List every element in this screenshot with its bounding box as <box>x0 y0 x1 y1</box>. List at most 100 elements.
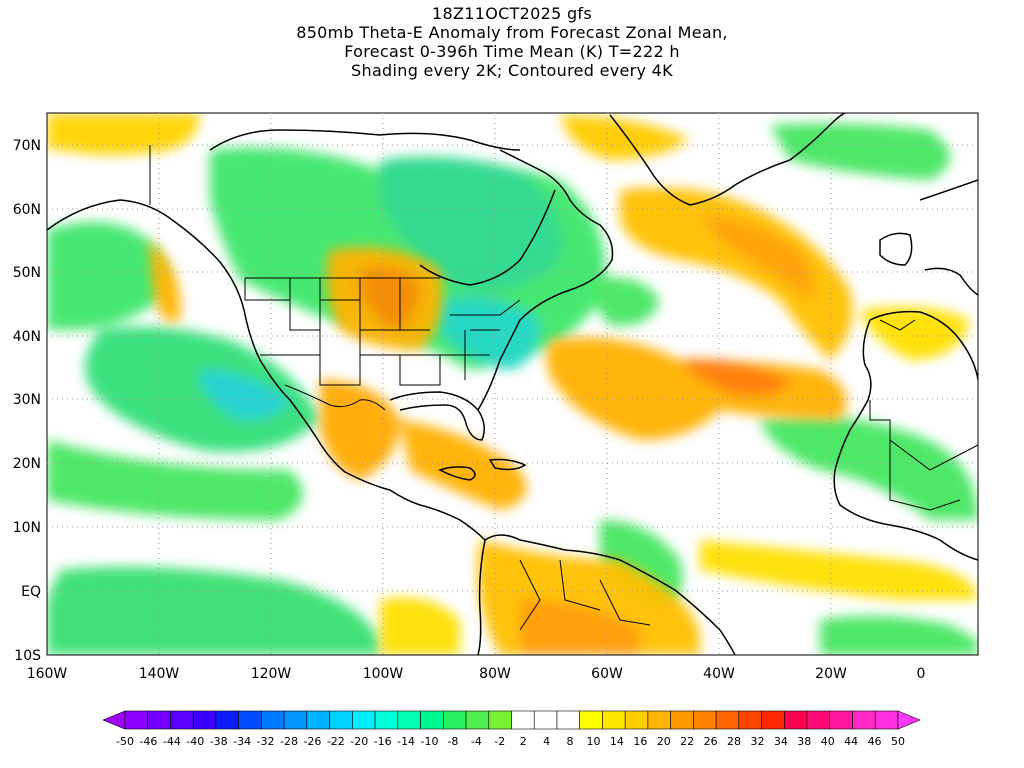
colorbar-swatch <box>329 710 353 730</box>
colorbar-swatch <box>556 710 581 730</box>
colorbar-label: 4 <box>543 735 550 748</box>
colorbar-swatch <box>306 710 330 730</box>
colorbar-label: 8 <box>567 735 574 748</box>
colorbar-swatch <box>602 710 626 730</box>
lon-label: 120W <box>251 666 292 682</box>
colorbar-label: 46 <box>868 735 882 748</box>
colorbar-label: -28 <box>280 735 298 748</box>
colorbar-label: 22 <box>680 735 694 748</box>
colorbar-swatch <box>442 710 467 730</box>
lon-label: 20W <box>815 666 847 682</box>
borders <box>149 145 978 631</box>
colorbar-swatch <box>670 710 694 730</box>
lat-label: 20N <box>13 456 41 472</box>
colorbar-label: 44 <box>844 735 858 748</box>
lon-label: 60W <box>591 666 623 682</box>
colorbar-swatch <box>488 710 512 730</box>
colorbar-label: -22 <box>327 735 345 748</box>
lat-label: 10N <box>13 520 41 536</box>
colorbar-arrow-left <box>102 710 126 730</box>
colorbar-label: -16 <box>374 735 392 748</box>
colorbar-label: -26 <box>303 735 321 748</box>
colorbar-label: 50 <box>891 735 905 748</box>
colorbar-label: -34 <box>233 735 251 748</box>
lat-label: 50N <box>13 265 41 281</box>
colorbar-label: 34 <box>774 735 788 748</box>
colorbar-swatch <box>579 710 603 730</box>
colorbar-swatch <box>624 710 649 730</box>
lat-label: 40N <box>13 329 41 345</box>
colorbar-label: -40 <box>186 735 204 748</box>
colorbar-label: 28 <box>727 735 741 748</box>
colorbar-label: 14 <box>610 735 624 748</box>
colorbar-swatch <box>806 710 831 730</box>
colorbar-label: 16 <box>633 735 647 748</box>
colorbar-swatch <box>147 710 171 730</box>
colorbar-swatch <box>511 710 535 730</box>
colorbar-swatch <box>715 710 740 730</box>
lat-label: EQ <box>21 584 41 600</box>
lon-label: 80W <box>479 666 511 682</box>
lon-label: 100W <box>363 666 404 682</box>
colorbar-swatch <box>124 710 149 730</box>
colorbar-label: -2 <box>494 735 505 748</box>
colorbar-label: 10 <box>586 735 600 748</box>
lon-labels: 160W 140W 120W 100W 80W 60W 40W 20W 0 <box>27 666 926 682</box>
colorbar-swatch <box>874 710 899 730</box>
colorbar-swatch <box>761 710 785 730</box>
colorbar-label: 38 <box>797 735 811 748</box>
colorbar-label: 32 <box>750 735 764 748</box>
colorbar-label: -50 <box>116 735 134 748</box>
lat-label: 70N <box>13 138 41 154</box>
colorbar-swatch <box>192 710 217 730</box>
anomaly-shading <box>47 113 978 655</box>
colorbar-label: -46 <box>139 735 157 748</box>
map-title: 18Z11OCT2025 gfs 850mb Theta-E Anomaly f… <box>0 4 1024 80</box>
title-line-2: 850mb Theta-E Anomaly from Forecast Zona… <box>296 23 728 42</box>
colorbar-label: 20 <box>657 735 671 748</box>
colorbar-labels: -50 -46 -44 -40 -38 -34 -32 -28 -26 -22 -20 -16 -14-… <box>116 735 905 748</box>
lat-label: 30N <box>13 392 41 408</box>
colorbar-swatch <box>397 710 421 730</box>
colorbar-label: -14 <box>397 735 415 748</box>
colorbar-label: -8 <box>447 735 458 748</box>
colorbar-swatch <box>647 710 671 730</box>
colorbar-swatches <box>102 710 921 730</box>
colorbar-label: -32 <box>257 735 275 748</box>
colorbar-swatch <box>420 710 444 730</box>
title-line-3: Forecast 0-396h Time Mean (K) T=222 h <box>344 42 680 61</box>
colorbar-swatch <box>170 710 194 730</box>
colorbar-swatch <box>738 710 762 730</box>
colorbar-swatch <box>352 710 376 730</box>
colorbar-swatch <box>829 710 853 730</box>
colorbar-label: -20 <box>350 735 368 748</box>
colorbar-label: -38 <box>210 735 228 748</box>
colorbar-swatch <box>784 710 808 730</box>
colorbar-label: -10 <box>421 735 439 748</box>
lat-label: 10S <box>14 648 41 664</box>
lon-label: 40W <box>703 666 735 682</box>
colorbar-label: -44 <box>163 735 181 748</box>
colorbar-swatch <box>261 710 285 730</box>
lat-label: 60N <box>13 202 41 218</box>
colorbar-swatch <box>533 710 558 730</box>
colorbar-swatch <box>693 710 717 730</box>
colorbar-swatch <box>852 710 876 730</box>
lon-label: 160W <box>27 666 68 682</box>
colorbar-swatch <box>465 710 490 730</box>
title-line-4: Shading every 2K; Contoured every 4K <box>351 61 673 80</box>
map-frame <box>46 112 979 656</box>
lon-label: 0 <box>917 666 926 682</box>
colorbar-swatch <box>374 710 399 730</box>
lat-labels: 70N 60N 50N 40N 30N 20N 10N EQ 10S <box>13 138 41 664</box>
grid-lines <box>47 113 978 655</box>
lon-label: 140W <box>139 666 180 682</box>
colorbar-swatch <box>283 710 308 730</box>
colorbar-label: 40 <box>821 735 835 748</box>
colorbar-label: 2 <box>520 735 527 748</box>
title-line-1: 18Z11OCT2025 gfs <box>432 4 592 23</box>
colorbar-arrow-right <box>897 710 921 730</box>
colorbar-swatch <box>238 710 262 730</box>
